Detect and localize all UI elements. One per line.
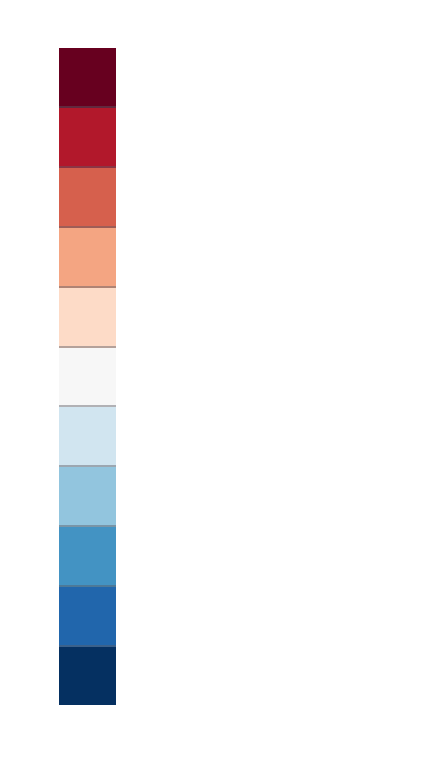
color-swatch-10 [59,587,116,648]
color-swatch-4 [59,227,116,288]
color-swatch-7 [59,407,116,468]
color-swatch-2 [59,107,116,168]
color-scale-bar [59,48,116,705]
color-swatch-11 [59,647,116,705]
color-swatch-1 [59,48,116,108]
color-swatch-6 [59,347,116,408]
color-swatch-8 [59,467,116,528]
color-swatch-5 [59,287,116,348]
color-swatch-3 [59,167,116,228]
color-swatch-9 [59,527,116,588]
